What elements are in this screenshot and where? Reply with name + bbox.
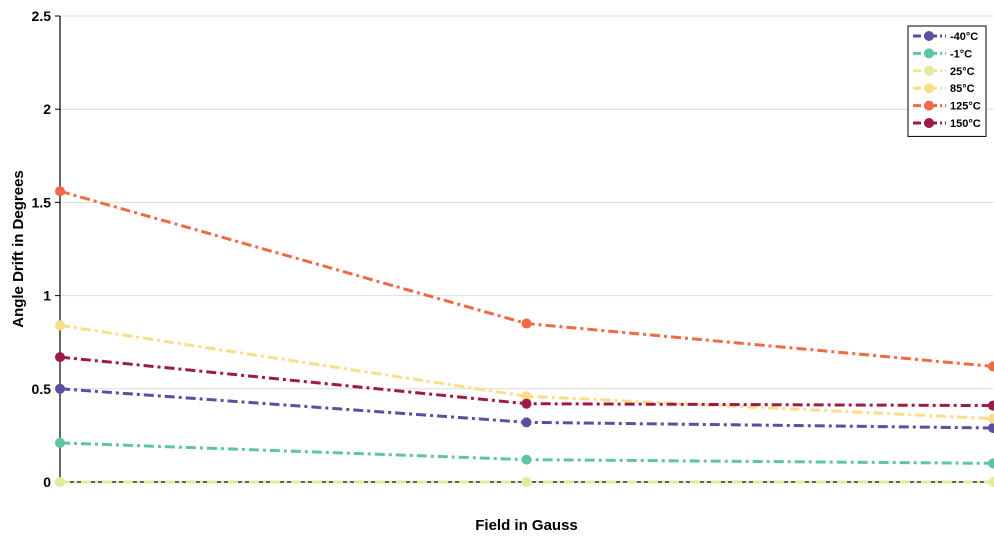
data-point — [521, 454, 532, 465]
legend-label: 125°C — [950, 101, 981, 113]
legend-marker — [924, 31, 934, 41]
x-axis-title: Field in Gauss — [475, 517, 578, 534]
legend-marker — [924, 100, 934, 111]
data-point — [55, 320, 65, 331]
legend-item: -1°C — [913, 48, 972, 60]
y-tick-label: 1.5 — [32, 194, 52, 210]
legend-label: 150°C — [950, 118, 981, 130]
legend-box — [907, 25, 987, 137]
legend: -40°C -1°C 25°C 85°C 125°C 150°C — [907, 25, 987, 137]
y-tick-label: 2 — [43, 101, 51, 117]
y-tick-label: 2.5 — [32, 8, 52, 24]
legend-label: -1°C — [950, 48, 972, 60]
legend-marker — [924, 118, 934, 128]
axes: 0 0.5 1 1.5 2 2.5 — [32, 8, 993, 490]
y-tick-label: 1 — [43, 288, 51, 304]
data-point — [55, 352, 65, 363]
legend-label: 25°C — [950, 66, 975, 78]
legend-item: 125°C — [913, 100, 981, 113]
y-axis-title: Angle Drift in Degrees — [10, 170, 27, 328]
series-85c — [55, 320, 994, 424]
series--40c — [55, 383, 994, 433]
data-point — [988, 422, 994, 433]
legend-item: -40°C — [913, 31, 978, 43]
data-point — [521, 318, 532, 329]
legend-item: 150°C — [913, 118, 981, 130]
series-150c — [55, 352, 994, 411]
legend-marker — [924, 65, 934, 76]
legend-marker — [924, 83, 934, 94]
legend-marker — [924, 48, 934, 59]
legend-item: 25°C — [913, 65, 975, 78]
series-line — [59, 189, 994, 368]
series--1c — [55, 437, 994, 469]
data-point — [988, 477, 994, 487]
data-point — [988, 458, 994, 469]
data-point — [521, 417, 532, 428]
data-point — [521, 477, 532, 487]
data-point — [988, 400, 994, 411]
data-point — [988, 361, 994, 372]
data-point — [521, 391, 532, 402]
data-point — [55, 383, 65, 394]
y-tick-label: 0 — [43, 474, 51, 490]
series-25c — [55, 477, 994, 487]
grid-lines — [60, 15, 993, 390]
series-lines — [55, 186, 994, 487]
legend-label: -40°C — [950, 31, 978, 43]
legend-label: 85°C — [950, 83, 975, 95]
legend-item: 85°C — [913, 83, 975, 95]
data-point — [55, 437, 65, 448]
data-point — [988, 413, 994, 424]
data-point — [521, 398, 532, 409]
series-125c — [55, 186, 994, 372]
data-point — [55, 477, 65, 487]
data-point — [55, 186, 65, 197]
y-tick-label: 0.5 — [32, 381, 52, 397]
